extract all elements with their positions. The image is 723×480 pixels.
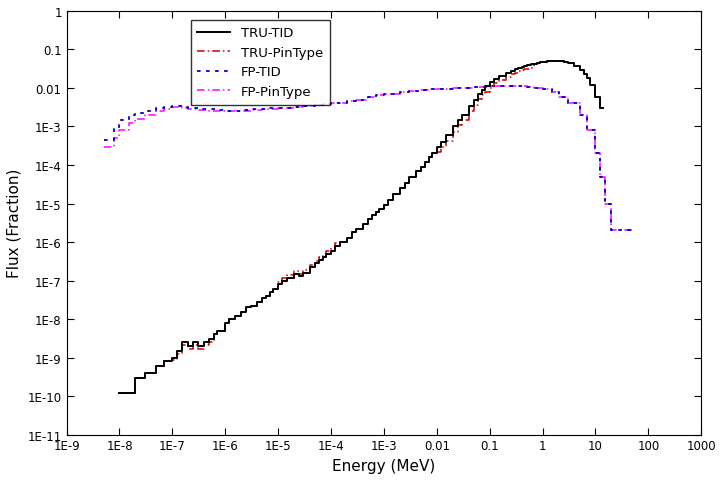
FP-PinType bbox=[290, 105, 299, 111]
FP-TID bbox=[290, 105, 299, 111]
FP-TID bbox=[501, 84, 510, 90]
TRU-TID bbox=[274, 282, 283, 288]
TRU-PinType bbox=[576, 68, 584, 73]
TRU-PinType bbox=[160, 359, 168, 364]
FP-TID bbox=[99, 138, 108, 144]
TRU-PinType bbox=[599, 106, 607, 112]
Line: TRU-TID: TRU-TID bbox=[119, 61, 603, 393]
FP-TID bbox=[448, 87, 457, 93]
FP-TID bbox=[237, 108, 246, 114]
FP-PinType bbox=[448, 87, 457, 93]
TRU-TID bbox=[458, 113, 466, 119]
FP-TID bbox=[160, 106, 168, 112]
TRU-PinType bbox=[536, 61, 544, 67]
TRU-TID bbox=[536, 61, 544, 67]
TRU-PinType bbox=[458, 118, 466, 124]
FP-PinType bbox=[237, 108, 246, 114]
TRU-TID bbox=[576, 68, 584, 73]
TRU-PinType bbox=[411, 174, 420, 180]
FP-TID bbox=[628, 228, 637, 234]
FP-TID bbox=[510, 84, 519, 90]
FP-PinType bbox=[501, 84, 510, 90]
FP-TID bbox=[237, 108, 246, 114]
TRU-TID bbox=[160, 359, 168, 364]
FP-PinType bbox=[628, 228, 637, 234]
FP-PinType bbox=[607, 228, 616, 234]
TRU-TID bbox=[599, 106, 607, 112]
X-axis label: Energy (MeV): Energy (MeV) bbox=[333, 458, 435, 473]
TRU-TID bbox=[547, 59, 556, 64]
Line: FP-PinType: FP-PinType bbox=[103, 87, 633, 231]
TRU-PinType bbox=[547, 59, 556, 64]
TRU-TID bbox=[115, 390, 124, 396]
Line: FP-TID: FP-TID bbox=[103, 87, 633, 231]
FP-PinType bbox=[160, 109, 168, 115]
FP-PinType bbox=[510, 84, 519, 90]
FP-PinType bbox=[237, 109, 246, 115]
Legend: TRU-TID, TRU-PinType, FP-TID, FP-PinType: TRU-TID, TRU-PinType, FP-TID, FP-PinType bbox=[191, 21, 330, 106]
TRU-PinType bbox=[274, 279, 283, 285]
FP-TID bbox=[607, 228, 616, 234]
TRU-PinType bbox=[115, 390, 124, 396]
Y-axis label: Flux (Fraction): Flux (Fraction) bbox=[7, 169, 22, 278]
TRU-TID bbox=[411, 174, 420, 180]
FP-PinType bbox=[99, 144, 108, 150]
Line: TRU-PinType: TRU-PinType bbox=[119, 61, 603, 393]
